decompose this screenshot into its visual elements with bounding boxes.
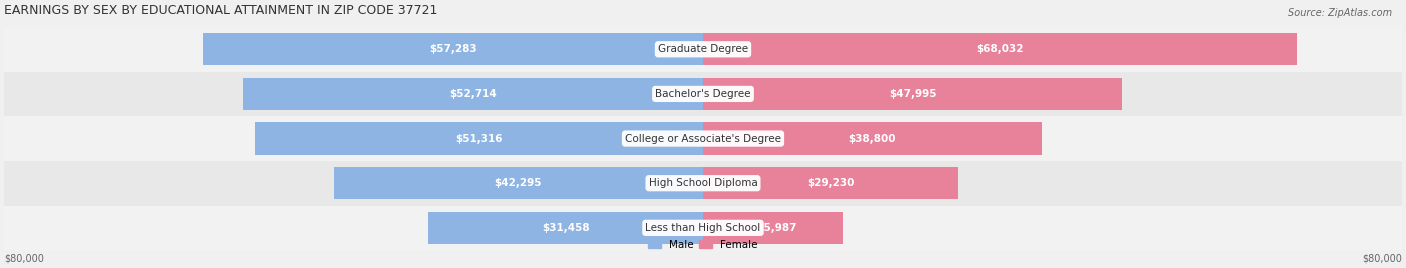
Text: $29,230: $29,230 [807, 178, 855, 188]
Text: Less than High School: Less than High School [645, 223, 761, 233]
Bar [4, 27, 1402, 72]
Text: High School Diploma: High School Diploma [648, 178, 758, 188]
Text: $51,316: $51,316 [456, 133, 502, 144]
Text: $52,714: $52,714 [449, 89, 496, 99]
Bar [703, 212, 842, 244]
Bar [242, 78, 703, 110]
Text: $80,000: $80,000 [4, 254, 44, 264]
Bar [429, 212, 703, 244]
Text: $80,000: $80,000 [1362, 254, 1402, 264]
Bar [4, 161, 1402, 206]
Bar [703, 78, 1122, 110]
Text: College or Associate's Degree: College or Associate's Degree [626, 133, 780, 144]
Bar [703, 122, 1042, 155]
Text: Bachelor's Degree: Bachelor's Degree [655, 89, 751, 99]
Bar [4, 116, 1402, 161]
Bar [4, 206, 1402, 250]
Text: $47,995: $47,995 [889, 89, 936, 99]
Bar [4, 72, 1402, 116]
Text: $15,987: $15,987 [749, 223, 797, 233]
Text: EARNINGS BY SEX BY EDUCATIONAL ATTAINMENT IN ZIP CODE 37721: EARNINGS BY SEX BY EDUCATIONAL ATTAINMEN… [4, 4, 437, 17]
Text: $31,458: $31,458 [541, 223, 589, 233]
Bar [703, 33, 1298, 65]
Text: Graduate Degree: Graduate Degree [658, 44, 748, 54]
Text: $57,283: $57,283 [429, 44, 477, 54]
Bar [703, 167, 959, 199]
Bar [333, 167, 703, 199]
Text: $38,800: $38,800 [849, 133, 896, 144]
Legend: Male, Female: Male, Female [644, 236, 762, 254]
Text: Source: ZipAtlas.com: Source: ZipAtlas.com [1288, 8, 1392, 18]
Bar [254, 122, 703, 155]
Bar [202, 33, 703, 65]
Text: $68,032: $68,032 [976, 44, 1024, 54]
Text: $42,295: $42,295 [495, 178, 543, 188]
